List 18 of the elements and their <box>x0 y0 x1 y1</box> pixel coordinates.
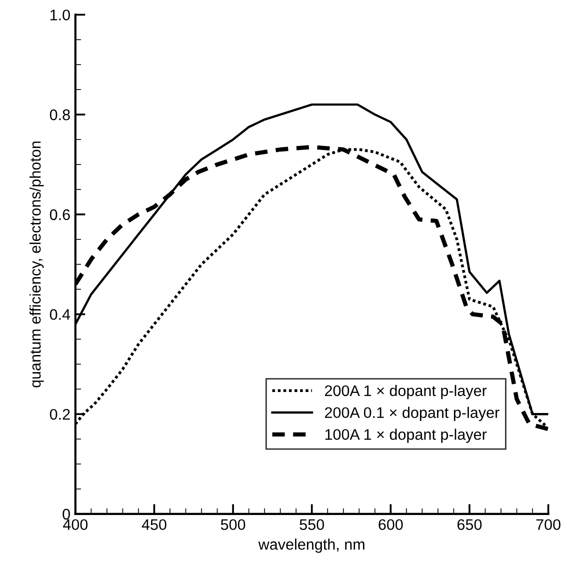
x-tick-label: 600 <box>378 519 403 530</box>
x-tick-label: 700 <box>536 519 560 530</box>
x-tick-label: 550 <box>300 519 324 530</box>
legend-label: 100A 1 × dopant p-layer <box>325 428 487 443</box>
x-tick-label: 650 <box>458 519 482 530</box>
y-tick-label: 1.0 <box>50 10 70 20</box>
x-tick-label: 400 <box>63 519 88 530</box>
x-tick-label: 500 <box>220 519 246 530</box>
y-tick-label: 0 <box>62 508 70 520</box>
legend-label: 200A 0.1 × dopant p-layer <box>324 406 500 422</box>
x-tick-label: 450 <box>142 519 166 530</box>
y-tick-label: 0.8 <box>50 109 70 120</box>
y-tick-label: 0.6 <box>50 209 70 220</box>
y-tick-label: 0.4 <box>50 309 70 320</box>
x-axis-title: wavelength, nm <box>258 538 364 553</box>
y-tick-label: 0.2 <box>50 408 70 420</box>
legend-label: 200A 1 × dopant p-layer <box>324 384 487 400</box>
y-axis-title: quantum efficiency, electrons/photon <box>30 142 44 388</box>
